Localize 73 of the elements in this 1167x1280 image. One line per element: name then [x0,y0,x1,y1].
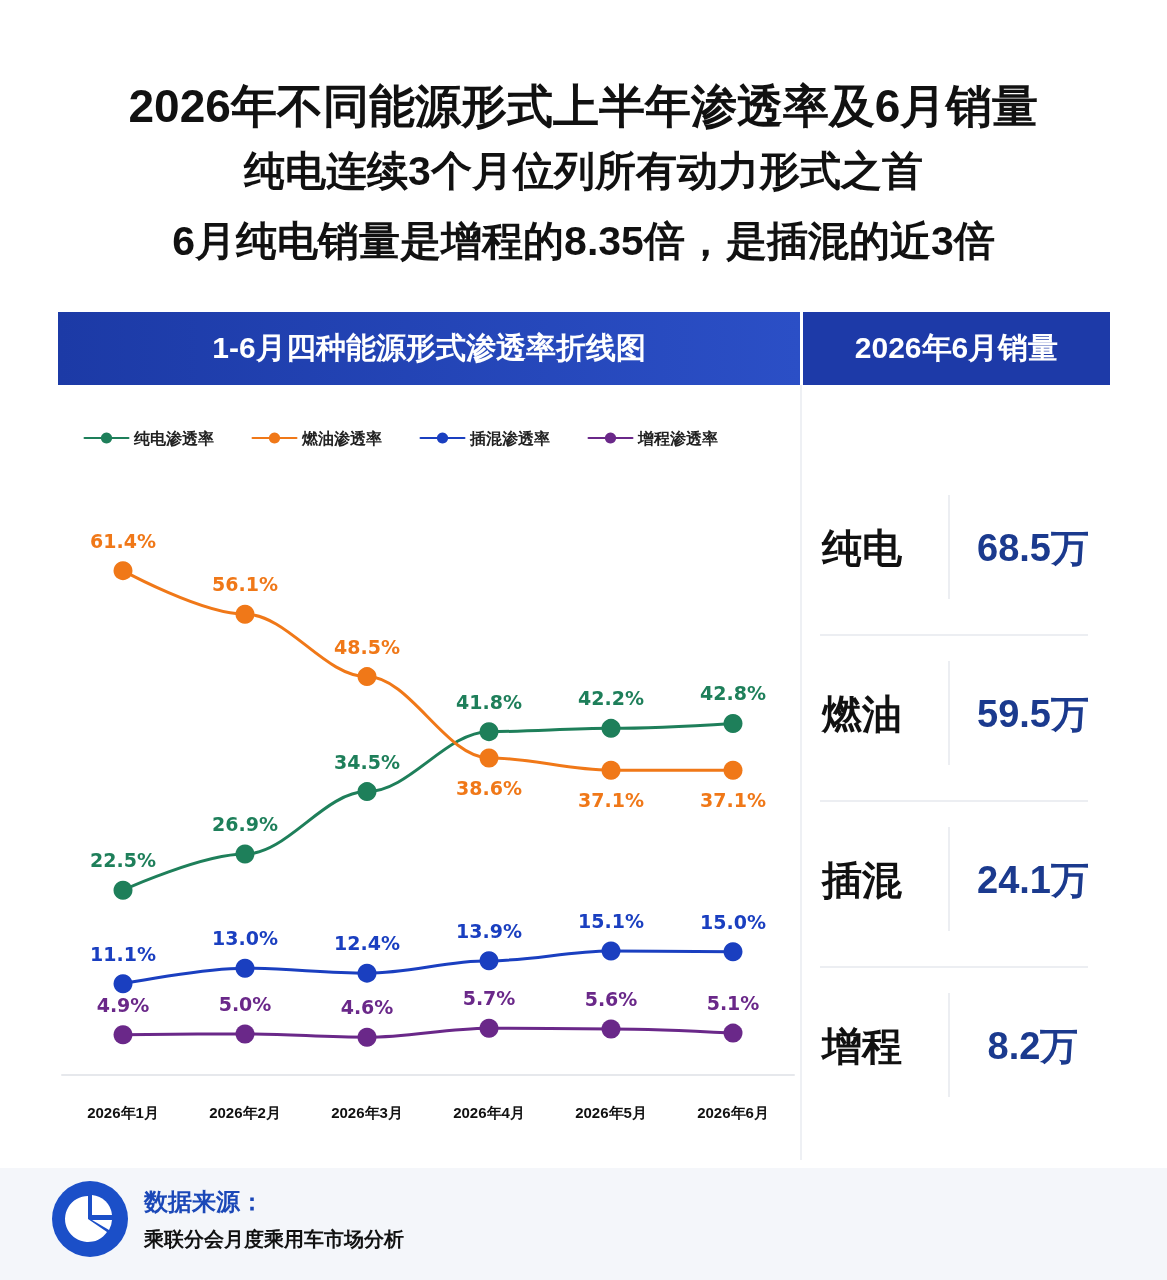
text: 乘联分会月度乘用车市场分析 [144,1227,404,1252]
data-label: 38.6% [456,776,522,799]
text: 8.2万 [987,1025,1079,1067]
point [479,748,499,768]
data-label: 5.0% [218,992,272,1015]
x-tick-label: 2026年1月 [87,1104,159,1121]
point [113,974,133,994]
category-label: 燃油 [822,691,902,738]
point [479,951,499,971]
point [113,561,133,581]
point [235,1024,255,1044]
data-label: 61.4% [90,529,156,552]
data-label: 4.6% [340,996,394,1019]
data-label: 11.1% [90,942,156,965]
text: 59.5万 [977,693,1089,735]
data-label: 5.7% [462,987,516,1010]
text: 6月纯电销量是增程的8.35倍，是插混的近3倍 [171,217,996,266]
category-label: 插混 [822,857,902,904]
data-label: 15.1% [578,909,644,932]
text: 2026年不同能源形式上半年渗透率及6月销量 [127,79,1040,134]
text: 纯电连续3个月位列所有动力形式之首 [242,147,924,196]
x-tick-label: 2026年3月 [331,1104,403,1121]
point [357,963,377,983]
data-label: 5.6% [584,988,638,1010]
data-label: 13.0% [212,927,278,950]
point [357,1027,377,1047]
point [601,718,621,738]
point [601,1019,621,1039]
data-label: 15.0% [700,910,766,933]
legend-label: 插混渗透率 [468,428,550,447]
x-tick-label: 2026年6月 [697,1104,769,1121]
point [235,844,255,864]
point [723,713,743,733]
point [357,782,377,802]
source-note: 数据来源： [144,1187,264,1217]
point [723,942,743,962]
x-tick-label: 2026年4月 [453,1104,525,1121]
data-label: 42.2% [578,687,644,710]
data-label: 37.1% [578,789,644,812]
x-tick-label: 2026年2月 [209,1104,281,1121]
data-label: 42.8% [700,682,766,705]
text: 2026年6月销量 [803,312,1110,385]
legend-label: 增程渗透率 [636,428,718,447]
legend-label: 纯电渗透率 [132,428,214,447]
point [235,604,255,624]
point [113,1025,133,1045]
chart-title: 1-6月四种能源形式渗透率折线图 [58,312,800,385]
point [113,880,133,900]
data-label: 13.9% [456,919,522,942]
data-label: 22.5% [90,849,156,872]
legend-label: 燃油渗透率 [300,428,382,447]
data-label: 12.4% [334,932,400,955]
data-label: 41.8% [456,690,522,713]
data-label: 56.1% [212,573,278,596]
point [479,722,499,742]
point [601,941,621,961]
data-label: 37.1% [700,789,766,812]
point [357,667,377,687]
data-label: 34.5% [334,750,400,773]
data-label: 4.9% [96,993,150,1016]
text: 24.1万 [977,859,1089,901]
point [235,958,255,978]
data-label: 48.5% [334,635,400,658]
data-label: 26.9% [212,813,278,836]
point [723,760,743,780]
text: 68.5万 [977,527,1089,569]
category-label: 纯电 [822,525,902,572]
x-tick-label: 2026年5月 [575,1104,647,1121]
point [723,1023,743,1043]
category-label: 增程 [822,1023,902,1070]
data-label: 5.1% [706,992,760,1015]
point [479,1018,499,1038]
point [601,760,621,780]
